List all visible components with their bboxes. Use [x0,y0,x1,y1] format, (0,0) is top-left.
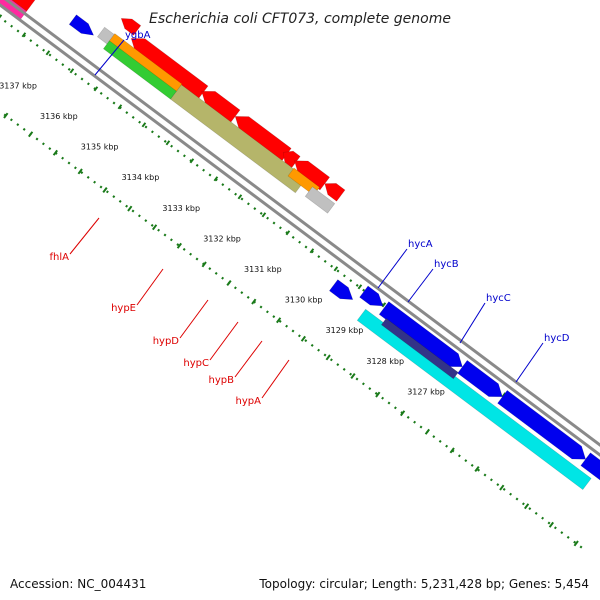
accession-text: Accession: NC_004431 [10,577,147,591]
gene-leader-line [209,321,239,361]
ruler-tick [0,14,3,19]
ruler-tick [127,205,133,212]
gene-leader-line [94,39,125,76]
ruler-tick [474,466,480,472]
gene-leader-line [377,248,408,289]
cds-feature [497,389,587,460]
gene-label: ygbA [125,30,151,41]
gene-label: hycB [434,259,459,270]
cds-feature [457,359,503,398]
ruler-tick [501,392,507,398]
ruler-tick [251,298,257,305]
ruler-tick [285,230,291,236]
gene-label: hypD [153,336,180,347]
ruler-tick [309,248,315,254]
ruler-tick [261,212,267,218]
gene-leader-line [136,268,164,306]
ruler-tick [424,428,431,435]
scale-tick-label: 3137 kbp [0,81,37,90]
track-band [380,317,459,380]
gene-label: hypB [209,375,235,386]
rrna-feature [304,186,336,214]
track-band [356,308,592,491]
ruler-tick [213,176,219,182]
ruler-tick [548,521,555,528]
ruler-tick [357,284,363,290]
ruler-tick [237,194,243,200]
scale-tick-label: 3127 kbp [407,387,445,396]
backbone-line-inner [0,3,600,457]
gene-leader-line [261,359,290,399]
cds-feature [324,183,346,202]
ruler-tick [176,242,182,249]
ruler-tick [375,391,381,398]
feature-tracks [0,0,600,491]
scale-tick-label: 3133 kbp [162,204,200,213]
cds-feature [580,452,600,481]
scale-tick-label: 3134 kbp [122,173,160,182]
ruler-tick [77,168,83,175]
gene-leader-line [515,342,544,383]
gene-label: hycD [544,333,570,344]
gene-leader-line [179,299,209,339]
gene-label: hycC [486,293,511,304]
ruler-tick [93,86,99,92]
ruler-tick [165,140,171,146]
track-band [170,84,307,194]
ruler-tick [117,104,123,110]
scale-tick-label: 3128 kbp [366,357,404,366]
ruler-tick [300,335,307,342]
gene-label: hypE [111,303,136,314]
gene-leader-line [407,268,434,303]
cds-feature [328,279,354,300]
ruler-tick [102,187,108,193]
ruler-tick [449,447,455,454]
ruler-tick [499,484,505,491]
cds-feature [120,18,142,36]
gene-label: hycA [408,239,433,250]
ruler-tick [52,149,59,156]
cds-feature [378,301,463,368]
cds-feature [359,285,384,307]
ruler-tick [333,266,339,272]
ruler-tick [21,32,27,38]
ruler-tick [325,354,331,361]
ruler-tick [141,122,147,128]
ruler-tick [69,68,75,74]
scale-tick-label: 3131 kbp [244,265,282,274]
ruler-tick [45,50,51,56]
topology-text: Topology: circular; Length: 5,231,428 bp… [259,577,589,591]
backbone-line-outer [4,0,600,447]
gene-leader-line [459,302,486,344]
ruler-tick [152,224,158,231]
ruler-tick [399,410,406,417]
ruler-tick [201,261,207,268]
genome-backbone [0,0,600,457]
scale-tick-label: 3132 kbp [203,234,241,243]
scale-tick-label: 3135 kbp [81,143,119,152]
ruler-tick [573,540,579,547]
scale-tick-label: 3130 kbp [285,296,323,305]
gene-label: hypC [183,358,209,369]
ruler-tick [350,373,356,379]
gene-label: hypA [236,396,262,407]
ruler-tick [27,131,34,138]
ruler-tick [523,503,530,510]
scale-tick-label: 3136 kbp [40,112,78,121]
map-title: Escherichia coli CFT073, complete genome [149,11,451,27]
gene-leader-line [234,340,263,378]
ruler-tick [226,280,232,286]
cds-feature [68,14,95,36]
scale-tick-label: 3129 kbp [326,326,364,335]
ruler-tick [275,317,282,324]
scale-rulers [0,14,600,553]
ruler-tick [189,158,195,164]
ruler-tick [3,112,9,119]
gene-label: fhlA [50,252,70,263]
ruler-tick [381,302,387,308]
gene-leader-line [69,217,100,255]
